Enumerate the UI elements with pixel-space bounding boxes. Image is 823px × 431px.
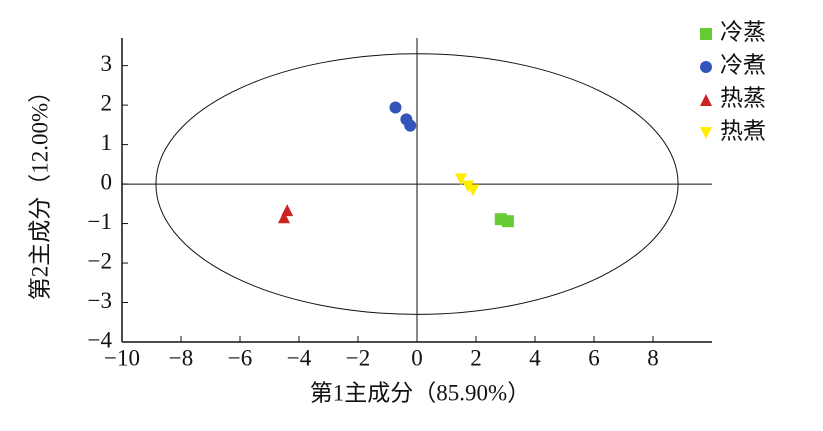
y-tick-label: 0 [101, 169, 113, 194]
x-tick-label: −6 [228, 345, 252, 370]
x-tick-label: 4 [529, 345, 541, 370]
legend-marker [700, 94, 712, 106]
x-axis-label: 第1主成分（85.90%） [310, 380, 530, 405]
legend-label: 热煮 [720, 118, 766, 143]
marker [389, 101, 402, 114]
x-tick-label: 8 [647, 345, 659, 370]
y-tick-label: 2 [101, 90, 113, 115]
marker [462, 180, 475, 193]
x-tick-label: 6 [588, 345, 600, 370]
legend-marker [700, 28, 712, 40]
y-tick-label: 3 [101, 51, 113, 76]
x-tick-label: 0 [411, 345, 423, 370]
legend-label: 热蒸 [720, 85, 766, 110]
marker [467, 184, 480, 197]
legend-marker [700, 127, 712, 139]
y-tick-label: −2 [88, 248, 112, 273]
y-tick-label: 1 [101, 130, 113, 155]
y-tick-label: −4 [88, 327, 113, 352]
marker [454, 173, 467, 186]
marker [277, 211, 290, 224]
x-tick-label: −2 [346, 345, 370, 370]
marker [501, 215, 514, 228]
legend-label: 冷煮 [720, 52, 766, 77]
legend-label: 冷蒸 [720, 19, 766, 44]
x-tick-label: −10 [104, 345, 140, 370]
y-tick-label: −3 [88, 288, 112, 313]
y-tick-label: −1 [88, 209, 112, 234]
y-axis-label: 第2主成分（12.00%） [27, 80, 52, 300]
legend-marker [700, 61, 712, 73]
x-tick-label: −4 [287, 345, 312, 370]
x-tick-label: −8 [169, 345, 193, 370]
marker [404, 119, 417, 132]
x-tick-label: 2 [470, 345, 482, 370]
